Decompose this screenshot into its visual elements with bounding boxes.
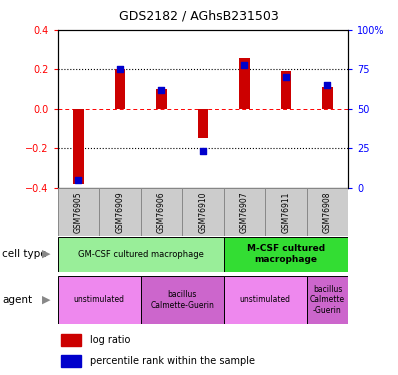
FancyBboxPatch shape xyxy=(224,237,348,272)
FancyBboxPatch shape xyxy=(224,276,307,324)
Bar xyxy=(198,109,208,138)
Bar xyxy=(115,69,125,109)
Bar xyxy=(281,71,291,109)
Text: unstimulated: unstimulated xyxy=(240,296,291,304)
Bar xyxy=(73,109,84,184)
Point xyxy=(117,66,123,72)
Text: GSM76908: GSM76908 xyxy=(323,191,332,232)
Text: GSM76911: GSM76911 xyxy=(281,191,291,232)
Text: GDS2182 / AGhsB231503: GDS2182 / AGhsB231503 xyxy=(119,9,279,22)
Point xyxy=(75,177,82,183)
Bar xyxy=(239,58,250,109)
Bar xyxy=(156,89,167,109)
FancyBboxPatch shape xyxy=(58,276,141,324)
Text: GSM76910: GSM76910 xyxy=(199,191,207,232)
Point xyxy=(158,87,165,93)
Text: ▶: ▶ xyxy=(42,295,51,305)
Bar xyxy=(60,334,81,346)
FancyBboxPatch shape xyxy=(224,188,265,236)
Point xyxy=(241,62,248,68)
Text: cell type: cell type xyxy=(2,249,47,259)
Text: unstimulated: unstimulated xyxy=(74,296,125,304)
Text: GSM76905: GSM76905 xyxy=(74,191,83,232)
Text: GSM76906: GSM76906 xyxy=(157,191,166,232)
Point xyxy=(283,74,289,80)
Text: agent: agent xyxy=(2,295,32,305)
Text: GSM76909: GSM76909 xyxy=(115,191,125,232)
Bar xyxy=(322,87,333,109)
FancyBboxPatch shape xyxy=(141,188,182,236)
FancyBboxPatch shape xyxy=(182,188,224,236)
Text: bacillus
Calmette-Guerin: bacillus Calmette-Guerin xyxy=(150,290,214,310)
Text: bacillus
Calmette
-Guerin: bacillus Calmette -Guerin xyxy=(310,285,345,315)
FancyBboxPatch shape xyxy=(100,188,140,236)
Text: GSM76907: GSM76907 xyxy=(240,191,249,232)
FancyBboxPatch shape xyxy=(307,276,348,324)
FancyBboxPatch shape xyxy=(58,237,224,272)
FancyBboxPatch shape xyxy=(265,188,306,236)
Bar xyxy=(60,355,81,367)
FancyBboxPatch shape xyxy=(307,188,348,236)
Point xyxy=(324,82,331,88)
Text: M-CSF cultured
macrophage: M-CSF cultured macrophage xyxy=(247,244,325,264)
FancyBboxPatch shape xyxy=(141,276,224,324)
Text: percentile rank within the sample: percentile rank within the sample xyxy=(90,356,255,366)
Text: ▶: ▶ xyxy=(42,249,51,259)
Text: log ratio: log ratio xyxy=(90,335,130,345)
Text: GM-CSF cultured macrophage: GM-CSF cultured macrophage xyxy=(78,250,204,259)
FancyBboxPatch shape xyxy=(58,188,99,236)
Point xyxy=(200,148,206,154)
